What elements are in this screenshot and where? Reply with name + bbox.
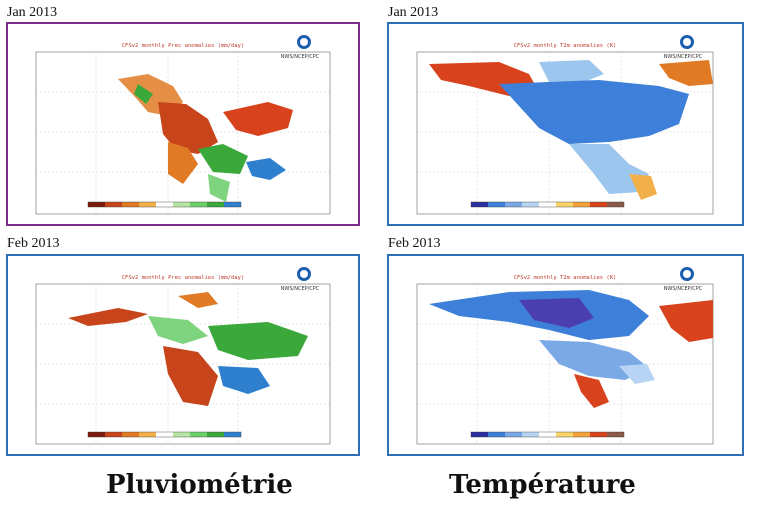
prec-chart-title: CFSv2 monthly Prec anomalies (mm/day) bbox=[122, 275, 245, 281]
agency-label: NWS/NCEP/CPC bbox=[281, 286, 320, 292]
month-label-top-left: Jan 2013 bbox=[7, 5, 58, 20]
prec-chart-title: CFSv2 monthly Prec anomalies (mm/day) bbox=[122, 43, 245, 49]
agency-label: NWS/NCEP/CPC bbox=[664, 54, 703, 60]
temp-chart-title: CFSv2 monthly T2m anomalies (K) bbox=[514, 275, 617, 281]
month-label-bottom-left: Feb 2013 bbox=[7, 236, 60, 251]
caption-temperature: Température bbox=[449, 470, 636, 500]
map-panel-feb-precipitation[interactable]: CFSv2 monthly Prec anomalies (mm/day) NW… bbox=[6, 254, 360, 456]
month-label-top-right: Jan 2013 bbox=[388, 5, 439, 20]
map-panel-feb-temperature[interactable]: CFSv2 monthly T2m anomalies (K) NWS/NCEP… bbox=[387, 254, 744, 456]
map-panel-jan-precipitation[interactable]: CFSv2 monthly Prec anomalies (mm/day) NW… bbox=[6, 22, 360, 226]
map-panel-jan-temperature[interactable]: CFSv2 monthly T2m anomalies (K) NWS/NCEP… bbox=[387, 22, 744, 226]
agency-label: NWS/NCEP/CPC bbox=[664, 286, 703, 292]
caption-pluviometrie: Pluviométrie bbox=[106, 470, 293, 500]
temp-chart-title: CFSv2 monthly T2m anomalies (K) bbox=[514, 43, 617, 49]
month-label-bottom-right: Feb 2013 bbox=[388, 236, 441, 251]
agency-label: NWS/NCEP/CPC bbox=[281, 54, 320, 60]
